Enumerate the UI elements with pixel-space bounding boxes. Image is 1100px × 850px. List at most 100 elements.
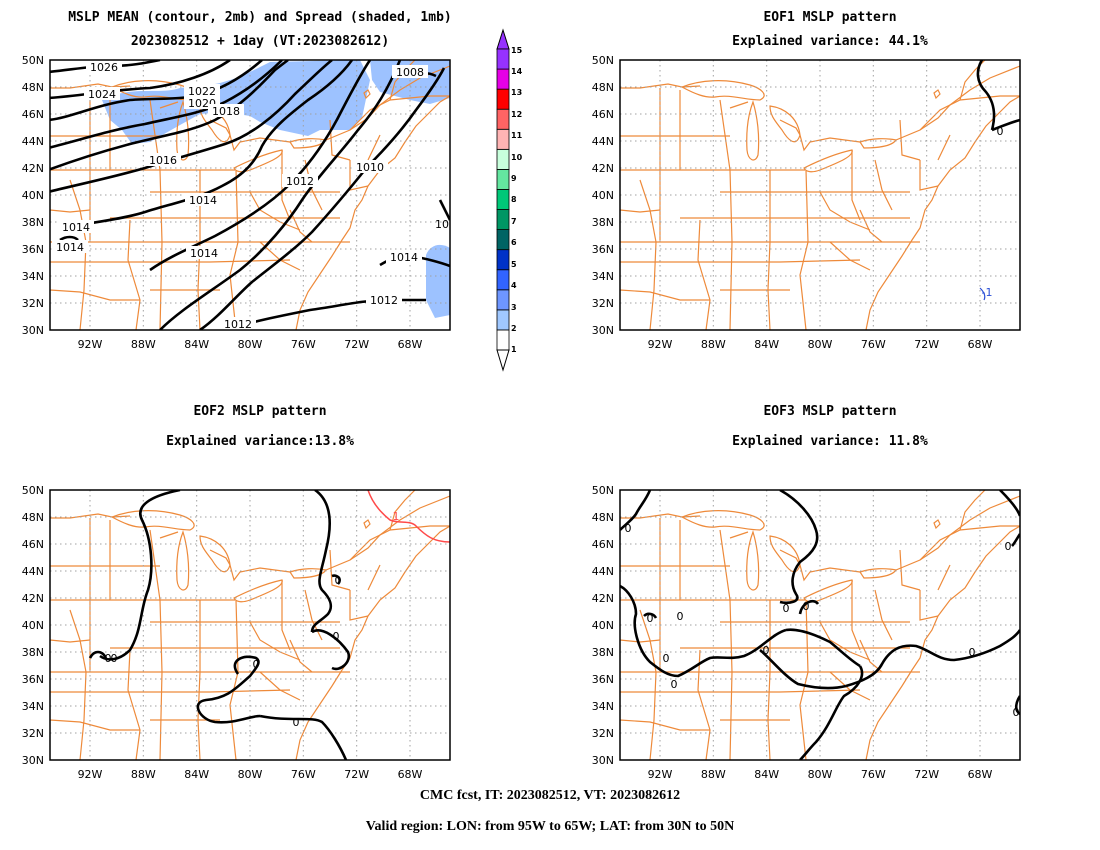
svg-text:44N: 44N xyxy=(22,135,44,148)
main-lon-axis: 92W 88W 84W 80W 76W 72W 68W xyxy=(78,338,423,351)
svg-text:12: 12 xyxy=(511,110,522,119)
svg-text:38N: 38N xyxy=(592,646,614,659)
contour-label: 1012 xyxy=(366,293,402,307)
svg-text:40N: 40N xyxy=(22,619,44,632)
svg-text:34N: 34N xyxy=(592,270,614,283)
footer-valid-region: Valid region: LON: from 95W to 65W; LAT:… xyxy=(365,819,735,834)
eof3-panel: 0 0 0 0 0 0 0 0 0 0 0 50N 48N 46N 44N 42N 40N… xyxy=(592,484,1021,781)
svg-text:8: 8 xyxy=(511,195,517,204)
svg-text:92W: 92W xyxy=(648,338,673,351)
svg-text:4: 4 xyxy=(511,281,517,290)
contour-label: 0 xyxy=(677,610,684,623)
svg-text:68W: 68W xyxy=(968,338,993,351)
svg-text:15: 15 xyxy=(511,46,523,55)
contour-label: 0 xyxy=(253,658,260,671)
eof1-lat-axis: 50N 48N 46N 44N 42N 40N 38N 36N 34N 32N 30N xyxy=(592,54,614,337)
colorbar-cell xyxy=(496,168,510,190)
eof3-lat-axis: 50N 48N 46N 44N 42N 40N 38N 36N 34N 32N 30N xyxy=(592,484,614,767)
svg-text:76W: 76W xyxy=(291,768,316,781)
contour-label: 0 xyxy=(335,574,342,587)
colorbar-cell xyxy=(496,88,510,110)
eof1-contours xyxy=(976,60,1020,132)
contour-label: 1016 xyxy=(145,153,181,167)
svg-text:72W: 72W xyxy=(914,768,939,781)
svg-text:42N: 42N xyxy=(592,162,614,175)
colorbar-cell xyxy=(496,249,510,271)
colorbar-cell xyxy=(496,229,510,251)
svg-text:44N: 44N xyxy=(592,135,614,148)
svg-text:84W: 84W xyxy=(754,768,779,781)
svg-text:80W: 80W xyxy=(808,768,833,781)
svg-text:32N: 32N xyxy=(592,297,614,310)
contour-label: 1026 xyxy=(86,60,122,74)
eof2-positive-contour xyxy=(367,490,450,543)
svg-text:40N: 40N xyxy=(22,189,44,202)
contour-label: 0 xyxy=(783,602,790,615)
svg-text:50N: 50N xyxy=(22,54,44,67)
svg-text:84W: 84W xyxy=(754,338,779,351)
svg-text:10: 10 xyxy=(511,153,523,162)
svg-text:1018: 1018 xyxy=(212,105,240,118)
main-frame xyxy=(49,59,451,331)
main-title-line1: MSLP MEAN (contour, 2mb) and Spread (sha… xyxy=(68,10,452,25)
svg-text:1012: 1012 xyxy=(286,175,314,188)
svg-text:92W: 92W xyxy=(78,338,103,351)
svg-text:42N: 42N xyxy=(592,592,614,605)
eof3-frame xyxy=(619,489,1021,761)
colorbar-top-arrow xyxy=(496,28,510,50)
svg-text:34N: 34N xyxy=(22,700,44,713)
colorbar-cell xyxy=(496,128,510,150)
svg-text:7: 7 xyxy=(511,217,517,226)
eof1-title-line1: EOF1 MSLP pattern xyxy=(763,10,897,25)
contour-label: 1012 xyxy=(282,174,318,188)
main-lat-axis: 50N 48N 46N 44N 42N 40N 38N 36N 34N 32N 30N xyxy=(22,54,44,337)
svg-text:3: 3 xyxy=(511,303,517,312)
svg-text:10: 10 xyxy=(435,218,449,231)
svg-text:36N: 36N xyxy=(592,673,614,686)
svg-text:46N: 46N xyxy=(22,538,44,551)
colorbar-cell xyxy=(496,108,510,130)
svg-text:46N: 46N xyxy=(592,538,614,551)
svg-text:88W: 88W xyxy=(701,338,726,351)
contour-label: 1012 xyxy=(220,317,256,330)
eof2-lat-axis: 50N 48N 46N 44N 42N 40N 38N 36N 34N 32N 30N xyxy=(22,484,44,767)
contour-label: 0 xyxy=(803,600,810,613)
svg-text:48N: 48N xyxy=(592,81,614,94)
svg-text:92W: 92W xyxy=(78,768,103,781)
svg-text:88W: 88W xyxy=(701,768,726,781)
contour-label: -1 xyxy=(982,286,993,299)
main-panel: 1026 1024 1022 1020 1018 1016 1014 1014 … xyxy=(22,54,451,351)
svg-text:1014: 1014 xyxy=(189,194,217,207)
eof1-lon-axis: 92W 88W 84W 80W 76W 72W 68W xyxy=(648,338,993,351)
svg-text:36N: 36N xyxy=(22,673,44,686)
contour-label: 1022 xyxy=(184,84,220,98)
svg-text:30N: 30N xyxy=(592,324,614,337)
contour-label: 0 xyxy=(105,652,112,665)
svg-text:14: 14 xyxy=(511,67,523,76)
colorbar-cells xyxy=(496,48,510,351)
svg-text:1010: 1010 xyxy=(356,161,384,174)
colorbar-cell xyxy=(496,269,510,291)
svg-text:68W: 68W xyxy=(968,768,993,781)
svg-text:1008: 1008 xyxy=(396,66,424,79)
svg-text:46N: 46N xyxy=(22,108,44,121)
colorbar-cell xyxy=(496,209,510,231)
svg-text:36N: 36N xyxy=(22,243,44,256)
eof3-lon-axis: 92W 88W 84W 80W 76W 72W 68W xyxy=(648,768,993,781)
contour-label: 1014 xyxy=(186,246,222,260)
colorbar-cell xyxy=(496,48,510,70)
eof2-lon-axis: 92W 88W 84W 80W 76W 72W 68W xyxy=(78,768,423,781)
contour-label: 0 xyxy=(1005,540,1012,553)
eof1-frame xyxy=(619,59,1021,331)
colorbar-bottom-arrow xyxy=(496,349,510,372)
svg-text:72W: 72W xyxy=(914,338,939,351)
svg-text:1012: 1012 xyxy=(370,294,398,307)
contour-label: 10 xyxy=(435,218,449,231)
eof2-title-line1: EOF2 MSLP pattern xyxy=(193,404,327,419)
eof1-panel: 0 -1 50N 48N 46N 44N 42N 40N 38N 36N 34N 32N 30N 9… xyxy=(592,54,1021,351)
contour-label: 0 xyxy=(293,716,300,729)
svg-text:30N: 30N xyxy=(22,324,44,337)
svg-text:80W: 80W xyxy=(808,338,833,351)
svg-text:92W: 92W xyxy=(648,768,673,781)
